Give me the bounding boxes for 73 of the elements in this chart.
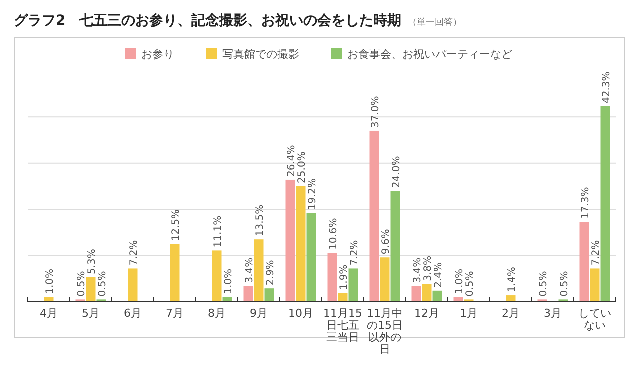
data-label: 0.5% bbox=[465, 271, 476, 297]
data-label: 1.4% bbox=[507, 267, 518, 293]
bar bbox=[264, 288, 274, 302]
data-label: 2.4% bbox=[434, 262, 444, 288]
bar bbox=[254, 240, 264, 302]
data-label: 1.0% bbox=[454, 268, 466, 294]
data-label: 1.0% bbox=[45, 268, 56, 294]
x-tick-label: 9月 bbox=[249, 307, 269, 320]
data-label: 7.2% bbox=[591, 240, 602, 266]
x-tick-label: 10月 bbox=[288, 307, 314, 320]
chart-subtitle: （単一回答） bbox=[408, 17, 462, 28]
data-label: 3.4% bbox=[412, 258, 424, 284]
legend-label: 写真館での撮影 bbox=[222, 48, 300, 61]
x-tick-label: 7月 bbox=[165, 307, 185, 320]
chart-title: グラフ2 七五三のお参り、記念撮影、お祝いの会をした時期 bbox=[14, 12, 402, 29]
bar bbox=[422, 284, 432, 302]
x-tick-label: 8月 bbox=[207, 307, 227, 320]
data-label: 12.5% bbox=[171, 209, 182, 242]
bar bbox=[390, 191, 400, 302]
data-label: 2.9% bbox=[266, 260, 276, 286]
bar bbox=[338, 293, 348, 302]
bar bbox=[600, 106, 610, 302]
legend-label: お食事会、お祝いパーティーなど bbox=[348, 48, 512, 61]
data-label: 25.0% bbox=[297, 152, 308, 184]
x-tick-label: 6月 bbox=[123, 307, 143, 320]
data-label: 10.6% bbox=[328, 218, 340, 250]
bar bbox=[506, 296, 516, 302]
bar bbox=[286, 180, 296, 302]
x-tick-label: 5月 bbox=[81, 307, 101, 320]
x-tick-label: していない bbox=[578, 307, 612, 332]
data-label: 7.2% bbox=[350, 240, 360, 266]
data-label: 1.9% bbox=[339, 264, 350, 290]
data-label: 19.2% bbox=[308, 178, 318, 210]
bar bbox=[590, 268, 600, 302]
bar bbox=[380, 258, 390, 302]
data-label: 26.4% bbox=[286, 145, 298, 177]
data-label: 0.5% bbox=[76, 271, 88, 297]
bar bbox=[86, 278, 96, 302]
data-label: 37.0% bbox=[370, 96, 382, 128]
bar bbox=[370, 130, 380, 302]
data-label: 7.2% bbox=[129, 240, 140, 266]
data-label: 0.5% bbox=[538, 271, 550, 297]
data-label: 9.6% bbox=[381, 229, 392, 255]
bar bbox=[212, 250, 222, 302]
data-label: 3.8% bbox=[423, 256, 434, 282]
legend-label: お参り bbox=[142, 48, 174, 61]
data-label: 0.5% bbox=[98, 271, 108, 297]
data-label: 1.0% bbox=[224, 268, 234, 294]
data-label: 5.3% bbox=[87, 249, 98, 274]
bar bbox=[170, 244, 180, 302]
bar bbox=[348, 268, 358, 302]
bar bbox=[412, 286, 422, 302]
data-label: 0.5% bbox=[560, 271, 570, 297]
bar bbox=[580, 222, 590, 302]
x-tick-label: 2月 bbox=[501, 307, 521, 320]
x-tick-label: 12月 bbox=[414, 307, 440, 320]
x-tick-label: 1月 bbox=[459, 307, 479, 320]
x-tick-label: 11月15日七五三当日 bbox=[323, 307, 363, 344]
x-tick-label: 11月中の15日以外の日 bbox=[366, 307, 404, 356]
bar bbox=[244, 286, 254, 302]
data-label: 11.1% bbox=[213, 216, 224, 248]
bar bbox=[328, 253, 338, 302]
data-label: 42.3% bbox=[602, 72, 612, 104]
bar bbox=[296, 186, 306, 302]
data-label: 24.0% bbox=[392, 156, 402, 188]
data-label: 3.4% bbox=[244, 258, 256, 284]
x-tick-label: 4月 bbox=[39, 307, 59, 320]
bar bbox=[128, 268, 138, 302]
data-label: 17.3% bbox=[580, 187, 592, 220]
data-label: 13.5% bbox=[255, 204, 266, 237]
bar bbox=[432, 290, 442, 302]
bar bbox=[306, 213, 316, 302]
x-tick-label: 3月 bbox=[543, 307, 563, 320]
